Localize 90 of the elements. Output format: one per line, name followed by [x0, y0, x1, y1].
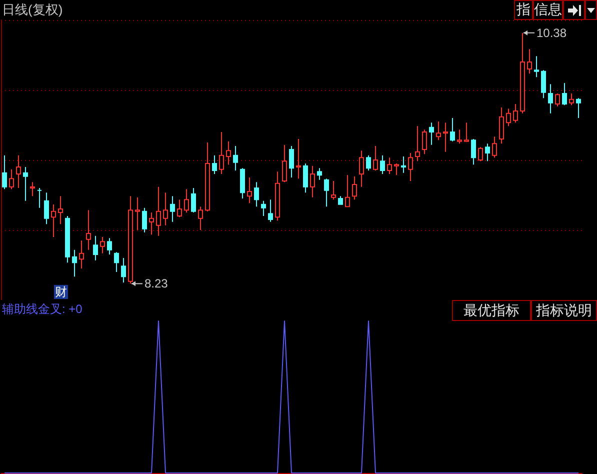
candlestick [506, 108, 511, 127]
candlestick [16, 154, 21, 188]
candlestick [373, 146, 378, 171]
candlestick [121, 258, 126, 283]
candlestick [156, 186, 161, 236]
candlestick [485, 143, 490, 162]
candlestick [289, 146, 294, 178]
candlestick [205, 142, 210, 212]
candlestick [296, 138, 301, 180]
text: 最优指标 [452, 300, 531, 321]
candlestick [541, 70, 546, 99]
candlestick [527, 48, 532, 74]
candlestick [429, 122, 434, 146]
chart-title: 辅助线金叉: +0 [2, 302, 83, 316]
candlestick [86, 210, 91, 250]
candlestick [492, 136, 497, 158]
text: 指标说明 [531, 300, 597, 321]
candlestick [464, 122, 469, 142]
candlestick [107, 238, 112, 255]
candlestick [58, 196, 63, 225]
text: 信息 [533, 0, 563, 20]
candlestick [226, 140, 231, 166]
candlestick [163, 192, 168, 226]
candlestick [254, 182, 259, 208]
candlestick [149, 212, 154, 236]
candlestick [562, 82, 567, 106]
annotation: 8.23 [144, 276, 168, 291]
candlestick [324, 178, 329, 208]
candlestick [212, 154, 217, 174]
candlestick [422, 129, 427, 155]
candlestick [2, 154, 7, 190]
candlestick [478, 146, 483, 162]
candlestick [191, 188, 196, 213]
candlestick [275, 171, 280, 222]
candlestick [548, 84, 553, 114]
candlestick [359, 150, 364, 188]
chart-title: 日线(复权) [2, 2, 63, 17]
candlestick [233, 146, 238, 171]
candlestick [387, 157, 392, 174]
candlestick [23, 166, 28, 202]
candlestick [569, 93, 574, 106]
candlestick [317, 168, 322, 180]
text: 指 [514, 0, 533, 20]
candlestick [471, 138, 476, 166]
candlestick [338, 196, 343, 205]
candlestick [457, 129, 462, 144]
candlestick [331, 180, 336, 200]
candlestick [534, 56, 539, 78]
candlestick [513, 104, 518, 124]
candlestick [44, 192, 49, 225]
candlestick [282, 144, 287, 183]
candlestick [436, 121, 441, 141]
candlestick [576, 98, 581, 118]
candlestick [79, 240, 84, 269]
candlestick [100, 236, 105, 254]
candlestick [93, 235, 98, 261]
candlestick [135, 196, 140, 230]
candlestick [177, 199, 182, 218]
candlestick [30, 182, 35, 197]
candlestick [443, 122, 448, 152]
candlestick [114, 252, 119, 272]
annotation: 财 [54, 285, 68, 299]
candlestick [401, 156, 406, 174]
candlestick [184, 188, 189, 213]
candlestick [499, 107, 504, 144]
candlestick [72, 249, 77, 278]
candlestick [310, 165, 315, 198]
candlestick [450, 118, 455, 142]
candlestick [352, 176, 357, 200]
candlestick [198, 206, 203, 230]
candlestick [170, 196, 175, 222]
candlestick [345, 174, 350, 208]
candlestick [51, 204, 56, 238]
candlestick [555, 93, 560, 107]
candlestick [303, 163, 308, 194]
candlestick [366, 154, 371, 171]
candlestick [9, 168, 14, 190]
annotation: 10.38 [536, 26, 567, 40]
candlestick [380, 154, 385, 174]
candlestick [240, 168, 245, 199]
candlestick [415, 126, 420, 162]
candlestick [142, 207, 147, 233]
candlestick [37, 188, 42, 208]
candlestick [268, 199, 273, 222]
candlestick [219, 132, 224, 174]
candlestick [247, 177, 252, 204]
candlestick [261, 200, 266, 216]
candlestick [65, 216, 70, 264]
candlestick [394, 163, 399, 176]
candlestick [408, 152, 413, 182]
